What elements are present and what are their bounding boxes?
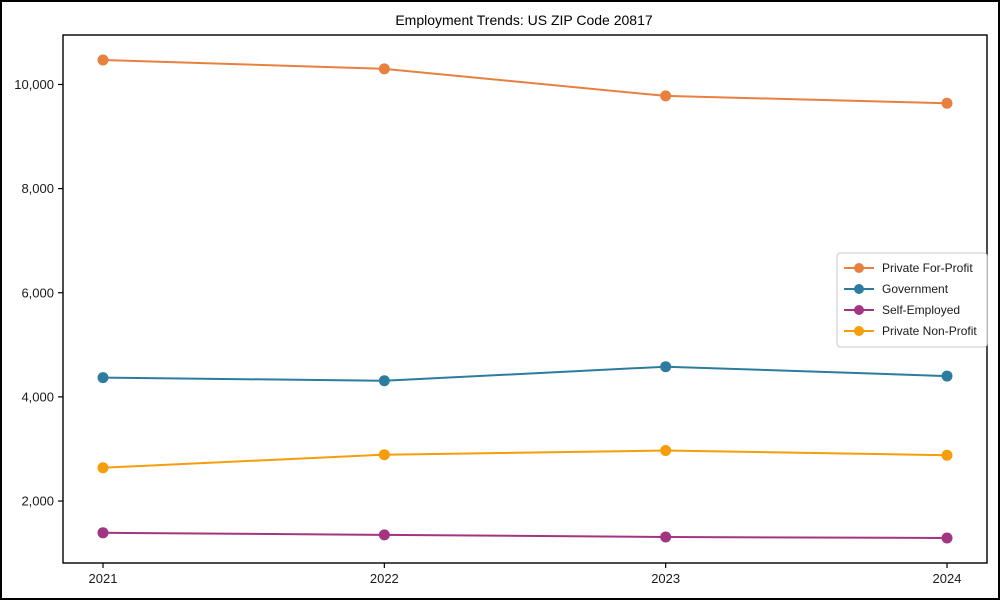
series-line-government	[102, 365, 948, 382]
y-tick-label: 8,000	[21, 181, 54, 196]
data-point-private-non-profit-2021	[97, 462, 109, 474]
data-point-government-2023	[660, 361, 672, 373]
series-group	[97, 54, 953, 544]
legend-entry-private-non-profit: Private Non-Profit	[844, 324, 977, 338]
data-point-government-2024	[941, 370, 953, 382]
data-point-private-non-profit-2024	[941, 449, 953, 461]
chart-title: Employment Trends: US ZIP Code 20817	[395, 12, 653, 28]
series-line-self-employed	[102, 531, 948, 540]
y-tick-label: 10,000	[14, 77, 54, 92]
legend-label: Self-Employed	[882, 303, 960, 317]
data-point-self-employed-2024	[941, 532, 953, 544]
legend-marker-icon	[854, 326, 864, 336]
legend-label: Government	[882, 282, 949, 296]
data-point-self-employed-2022	[378, 529, 390, 541]
data-point-self-employed-2023	[660, 531, 672, 543]
data-point-self-employed-2021	[97, 527, 109, 539]
series-line-private-for-profit	[102, 58, 948, 105]
legend-marker-icon	[854, 305, 864, 315]
x-axis: 2021 2022 2023 2024	[89, 563, 962, 586]
x-tick-label: 2023	[651, 571, 680, 586]
legend-box	[836, 252, 988, 348]
legend: Private For-Profit Government Self-Employe…	[836, 252, 988, 348]
y-axis: 2,000 4,000 6,000 8,000 10,000	[14, 77, 63, 509]
data-point-private-non-profit-2023	[660, 445, 672, 457]
legend-marker-icon	[854, 263, 864, 273]
data-point-government-2022	[378, 375, 390, 387]
legend-marker-icon	[854, 284, 864, 294]
legend-label: Private For-Profit	[882, 261, 973, 275]
x-tick-label: 2021	[89, 571, 118, 586]
x-tick-label: 2024	[933, 571, 962, 586]
data-point-private-for-profit-2023	[660, 90, 672, 102]
legend-entry-private-for-profit: Private For-Profit	[844, 261, 973, 275]
data-point-private-for-profit-2022	[378, 63, 390, 75]
y-tick-label: 2,000	[21, 494, 54, 509]
data-point-government-2021	[97, 372, 109, 384]
legend-entry-self-employed: Self-Employed	[844, 303, 960, 317]
legend-entry-government: Government	[844, 282, 949, 296]
series-line-private-non-profit	[102, 449, 948, 469]
x-tick-label: 2022	[370, 571, 399, 586]
data-point-private-for-profit-2024	[941, 97, 953, 109]
y-tick-label: 4,000	[21, 389, 54, 404]
data-point-private-for-profit-2021	[97, 54, 109, 66]
data-point-private-non-profit-2022	[378, 449, 390, 461]
legend-label: Private Non-Profit	[882, 324, 977, 338]
y-tick-label: 6,000	[21, 285, 54, 300]
